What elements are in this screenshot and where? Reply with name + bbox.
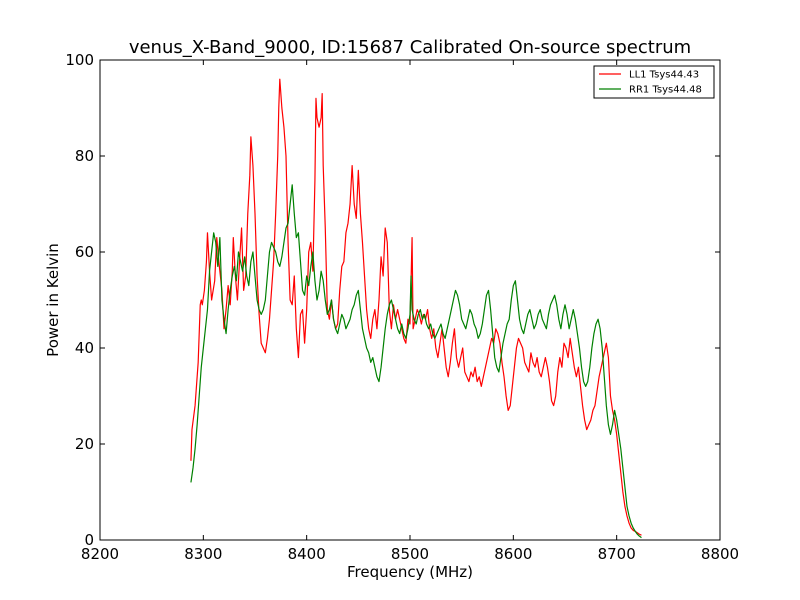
y-axis-label: Power in Kelvin xyxy=(44,243,62,357)
y-tick-label: 0 xyxy=(84,531,94,549)
y-tick-label: 100 xyxy=(65,51,94,69)
x-tick-label: 8200 xyxy=(81,545,119,563)
series-layer xyxy=(190,78,642,539)
legend-label-rr1: RR1 Tsys44.48 xyxy=(629,85,702,96)
x-tick-label: 8800 xyxy=(701,545,739,563)
x-axis-label: Frequency (MHz) xyxy=(347,563,473,581)
y-tick-label: 40 xyxy=(75,339,94,357)
y-tick-label: 80 xyxy=(75,147,94,165)
legend-box xyxy=(593,65,715,99)
x-tick-label: 8700 xyxy=(598,545,636,563)
x-tick-label: 8500 xyxy=(391,545,429,563)
legend: LL1 Tsys44.43 RR1 Tsys44.48 xyxy=(593,65,715,99)
series-line-ll1 xyxy=(190,78,642,536)
y-tick-label: 60 xyxy=(75,243,94,261)
chart-title: venus_X-Band_9000, ID:15687 Calibrated O… xyxy=(129,37,691,58)
series-line-rr1 xyxy=(190,184,642,539)
x-tick-label: 8300 xyxy=(184,545,222,563)
x-tick-label: 8400 xyxy=(288,545,326,563)
x-tick-label: 8600 xyxy=(494,545,532,563)
axis-ticks: 8200 8300 8400 8500 8600 8700 8800 0 20 40 60 80 100 xyxy=(65,51,739,563)
y-tick-label: 20 xyxy=(75,435,94,453)
legend-label-ll1: LL1 Tsys44.43 xyxy=(629,70,699,81)
